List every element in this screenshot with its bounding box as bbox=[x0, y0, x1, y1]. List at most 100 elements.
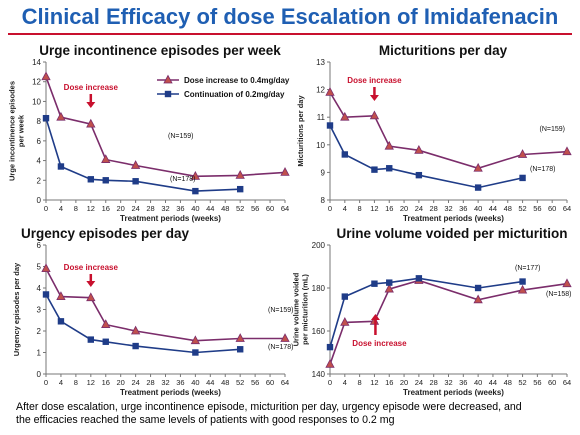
data-point-dose-increase bbox=[41, 263, 51, 273]
y-axis-label: Urine volume voided bbox=[292, 272, 301, 346]
x-tick-label: 0 bbox=[328, 204, 332, 213]
data-point-dose-increase bbox=[190, 335, 201, 345]
slide-title: Clinical Efficacy of dose Escalation of … bbox=[21, 4, 559, 29]
data-point-dose-increase bbox=[517, 149, 528, 158]
x-tick-label: 44 bbox=[489, 378, 497, 387]
data-point-dose-increase bbox=[473, 294, 483, 304]
data-point-continuation bbox=[415, 171, 423, 179]
data-point-dose-increase bbox=[325, 358, 335, 368]
x-tick-label: 12 bbox=[87, 378, 95, 387]
x-tick-label: 20 bbox=[400, 204, 408, 213]
x-tick-label: 16 bbox=[102, 204, 110, 213]
data-point-dose-increase bbox=[340, 111, 350, 121]
x-tick-label: 0 bbox=[328, 378, 332, 387]
series-line-continuation bbox=[45, 117, 241, 192]
x-tick-label: 40 bbox=[191, 378, 199, 387]
x-tick-label: 16 bbox=[385, 204, 393, 213]
x-tick-label: 4 bbox=[343, 378, 347, 387]
data-point-dose-increase bbox=[235, 333, 245, 342]
x-tick-label: 16 bbox=[385, 378, 393, 387]
data-point-continuation bbox=[236, 346, 244, 353]
y-tick-label: 5 bbox=[37, 263, 42, 272]
data-point-continuation bbox=[386, 165, 393, 172]
data-point-dose-increase bbox=[562, 146, 572, 156]
x-tick-label: 24 bbox=[415, 204, 423, 213]
dose-increase-arrowhead bbox=[369, 95, 379, 101]
x-axis-label: Treatment periods (weeks) bbox=[120, 388, 221, 397]
x-tick-label: 44 bbox=[489, 204, 497, 213]
x-tick-label: 36 bbox=[459, 204, 467, 213]
x-tick-label: 0 bbox=[44, 204, 48, 213]
data-point-dose-increase bbox=[86, 118, 96, 128]
data-point-dose-increase bbox=[130, 160, 141, 169]
x-tick-label: 64 bbox=[281, 378, 289, 387]
data-point-continuation bbox=[341, 293, 349, 300]
x-tick-label: 32 bbox=[161, 204, 169, 213]
series-line-dose-increase bbox=[45, 268, 285, 342]
x-tick-label: 48 bbox=[504, 204, 512, 213]
data-point-dose-increase bbox=[56, 111, 66, 121]
footnote-line: the efficacies reached the same levels o… bbox=[16, 414, 395, 426]
data-point-dose-increase bbox=[384, 140, 394, 150]
data-point-continuation bbox=[87, 336, 95, 343]
chart-title: Urgency episodes per day bbox=[21, 226, 190, 241]
x-tick-label: 52 bbox=[236, 204, 244, 213]
y-tick-label: 1 bbox=[37, 349, 42, 358]
data-point-dose-increase bbox=[235, 170, 245, 179]
x-tick-label: 28 bbox=[430, 204, 438, 213]
y-tick-label: 4 bbox=[37, 284, 42, 293]
series-line-continuation bbox=[45, 294, 241, 354]
data-point-continuation bbox=[102, 338, 109, 345]
y-tick-label: 14 bbox=[32, 58, 41, 67]
y-axis-label: Micturitions per day bbox=[296, 95, 305, 167]
data-point-continuation bbox=[326, 122, 334, 129]
x-tick-label: 64 bbox=[563, 204, 571, 213]
y-tick-label: 12 bbox=[316, 86, 325, 95]
data-point-continuation bbox=[192, 187, 199, 195]
x-tick-label: 52 bbox=[518, 378, 526, 387]
legend-entry: Dose increase to 0.4mg/day bbox=[184, 76, 290, 85]
y-tick-label: 10 bbox=[32, 97, 41, 106]
x-tick-label: 32 bbox=[444, 378, 452, 387]
data-point-continuation bbox=[386, 279, 393, 286]
series-line-continuation bbox=[329, 277, 523, 348]
x-tick-label: 44 bbox=[206, 204, 214, 213]
dose-increase-label: Dose increase bbox=[352, 339, 407, 348]
y-axis-label: per micturition (mL) bbox=[301, 274, 310, 345]
data-point-dose-increase bbox=[101, 154, 111, 163]
y-tick-label: 160 bbox=[312, 327, 326, 336]
footnote-line: After dose escalation, urge incontinence… bbox=[16, 401, 522, 413]
series-line-dose-increase bbox=[45, 76, 286, 178]
chart-title: Urine volume voided per micturition bbox=[336, 226, 567, 241]
x-tick-label: 4 bbox=[343, 204, 347, 213]
x-tick-label: 52 bbox=[518, 204, 526, 213]
x-tick-label: 60 bbox=[266, 204, 274, 213]
y-tick-label: 200 bbox=[312, 241, 326, 250]
dose-increase-label: Dose increase bbox=[64, 83, 119, 92]
y-tick-label: 10 bbox=[316, 141, 325, 150]
x-tick-label: 40 bbox=[474, 204, 482, 213]
x-tick-label: 8 bbox=[74, 204, 78, 213]
y-tick-label: 4 bbox=[37, 157, 42, 166]
data-point-dose-increase bbox=[562, 278, 572, 288]
x-tick-label: 20 bbox=[117, 378, 125, 387]
x-tick-label: 60 bbox=[266, 378, 274, 387]
x-tick-label: 8 bbox=[358, 204, 362, 213]
data-point-dose-increase bbox=[101, 319, 111, 328]
data-point-continuation bbox=[102, 177, 109, 184]
series-n-label: (N=178) bbox=[530, 166, 555, 173]
data-point-continuation bbox=[474, 284, 482, 292]
y-tick-label: 13 bbox=[316, 58, 325, 67]
x-tick-label: 44 bbox=[206, 378, 214, 387]
data-point-dose-increase bbox=[56, 291, 66, 301]
x-tick-label: 36 bbox=[176, 204, 184, 213]
x-tick-label: 48 bbox=[504, 378, 512, 387]
x-tick-label: 28 bbox=[146, 204, 154, 213]
y-axis-label: Urgency episodes per day bbox=[12, 262, 21, 356]
x-tick-label: 28 bbox=[430, 378, 438, 387]
series-n-label: (N=159) bbox=[168, 133, 193, 140]
legend-marker-triangle bbox=[163, 74, 173, 84]
x-tick-label: 20 bbox=[400, 378, 408, 387]
data-point-continuation bbox=[519, 278, 526, 285]
